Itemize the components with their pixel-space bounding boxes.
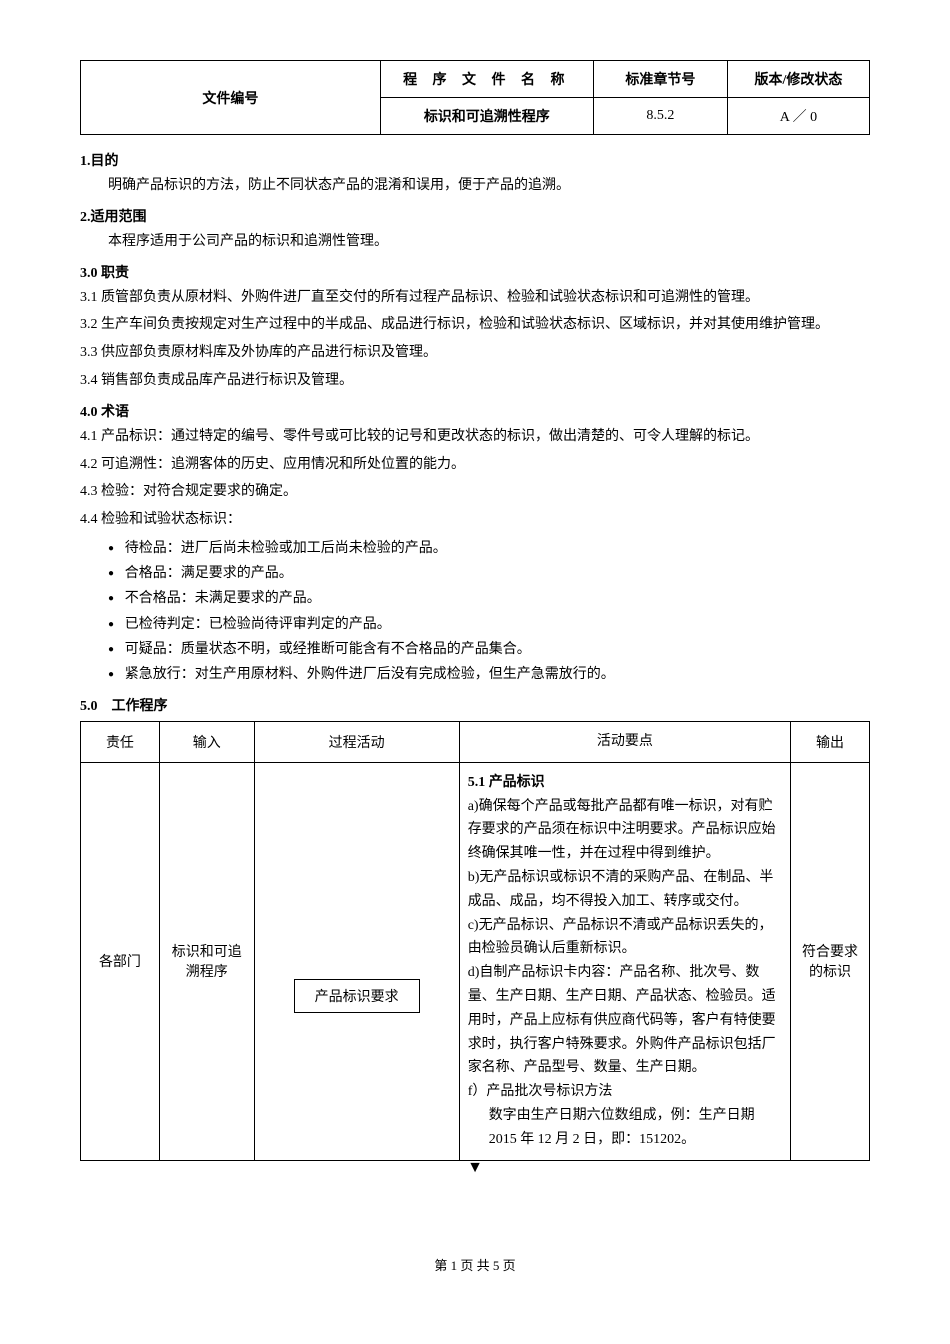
doc-header-table: 文件编号 程 序 文 件 名 称 标准章节号 版本/修改状态 标识和可追溯性程序… — [80, 60, 870, 135]
row-points: 5.1 产品标识 a)确保每个产品或每批产品都有唯一标识，对有贮存要求的产品须在… — [459, 762, 790, 1160]
procname-label: 程 序 文 件 名 称 — [380, 61, 593, 98]
section-2-text: 本程序适用于公司产品的标识和追溯性管理。 — [80, 230, 870, 254]
procedure-table: 责任 输入 过程活动 活动要点 输出 各部门 标识和可追溯程序 产品标识要求 5… — [80, 721, 870, 1161]
section-4-2: 4.2 可追溯性：追溯客体的历史、应用情况和所处位置的能力。 — [80, 453, 870, 477]
section-3-4: 3.4 销售部负责成品库产品进行标识及管理。 — [80, 369, 870, 393]
section-4-title: 4.0 术语 — [80, 401, 870, 421]
status-bullet-list: 待检品：进厂后尚未检验或加工后尚未检验的产品。 合格品：满足要求的产品。 不合格… — [80, 536, 870, 687]
points-c: c)无产品标识、产品标识不清或产品标识丢失的，由检验员确认后重新标识。 — [468, 914, 782, 962]
chapter-label: 标准章节号 — [593, 61, 727, 98]
row-output: 符合要求的标识 — [791, 762, 870, 1160]
section-4-1: 4.1 产品标识：通过特定的编号、零件号或可比较的记号和更改状态的标识，做出清楚… — [80, 425, 870, 449]
section-1-title: 1.目的 — [80, 150, 870, 170]
section-1-text: 明确产品标识的方法，防止不同状态产品的混淆和误用，便于产品的追溯。 — [80, 174, 870, 198]
bullet-5: 可疑品：质量状态不明，或经推断可能含有不合格品的产品集合。 — [108, 637, 870, 662]
col-output: 输出 — [791, 722, 870, 763]
bullet-3: 不合格品：未满足要求的产品。 — [108, 586, 870, 611]
col-resp: 责任 — [81, 722, 160, 763]
section-5-title: 5.0 工作程序 — [80, 695, 870, 715]
procname-value: 标识和可追溯性程序 — [380, 98, 593, 135]
bullet-2: 合格品：满足要求的产品。 — [108, 561, 870, 586]
bullet-4: 已检待判定：已检验尚待评审判定的产品。 — [108, 612, 870, 637]
points-b: b)无产品标识或标识不清的采购产品、在制品、半成品、成品，均不得投入加工、转序或… — [468, 866, 782, 914]
section-3-title: 3.0 职责 — [80, 262, 870, 282]
version-label: 版本/修改状态 — [727, 61, 869, 98]
section-4-4: 4.4 检验和试验状态标识： — [80, 508, 870, 532]
activity-box: 产品标识要求 — [294, 979, 420, 1013]
section-2-title: 2.适用范围 — [80, 206, 870, 226]
points-f-sub: 数字由生产日期六位数组成，例：生产日期2015 年 12 月 2 日，即：151… — [468, 1104, 782, 1152]
col-input: 输入 — [159, 722, 254, 763]
points-f: f）产品批次号标识方法 — [468, 1080, 782, 1104]
version-value: A ／ 0 — [727, 98, 869, 135]
docno-label: 文件编号 — [81, 61, 381, 135]
chapter-value: 8.5.2 — [593, 98, 727, 135]
arrow-down-icon: ▼ — [467, 1159, 483, 1176]
section-4-3: 4.3 检验：对符合规定要求的确定。 — [80, 480, 870, 504]
points-title: 5.1 产品标识 — [468, 771, 782, 795]
flow-arrow-down: ▼ — [80, 1157, 870, 1175]
row-resp: 各部门 — [81, 762, 160, 1160]
col-points: 活动要点 — [459, 722, 790, 763]
points-a: a)确保每个产品或每批产品都有唯一标识，对有贮存要求的产品须在标识中注明要求。产… — [468, 795, 782, 866]
section-3-2: 3.2 生产车间负责按规定对生产过程中的半成品、成品进行标识，检验和试验状态标识… — [80, 313, 870, 337]
points-d: d)自制产品标识卡内容：产品名称、批次号、数量、生产日期、生产日期、产品状态、检… — [468, 961, 782, 1080]
row-input: 标识和可追溯程序 — [159, 762, 254, 1160]
section-3-3: 3.3 供应部负责原材料库及外协库的产品进行标识及管理。 — [80, 341, 870, 365]
row-activity: 产品标识要求 — [254, 762, 459, 1160]
bullet-6: 紧急放行：对生产用原材料、外购件进厂后没有完成检验，但生产急需放行的。 — [108, 662, 870, 687]
section-3-1: 3.1 质管部负责从原材料、外购件进厂直至交付的所有过程产品标识、检验和试验状态… — [80, 286, 870, 310]
page-footer: 第 1 页 共 5 页 — [80, 1255, 870, 1274]
col-activity: 过程活动 — [254, 722, 459, 763]
bullet-1: 待检品：进厂后尚未检验或加工后尚未检验的产品。 — [108, 536, 870, 561]
